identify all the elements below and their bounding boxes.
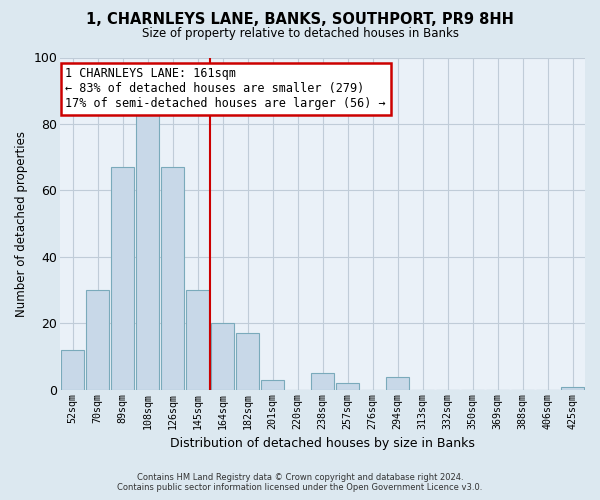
- Bar: [337, 383, 359, 390]
- Text: 1, CHARNLEYS LANE, BANKS, SOUTHPORT, PR9 8HH: 1, CHARNLEYS LANE, BANKS, SOUTHPORT, PR9…: [86, 12, 514, 28]
- Bar: [561, 386, 584, 390]
- Text: 1 CHARNLEYS LANE: 161sqm
← 83% of detached houses are smaller (279)
17% of semi-: 1 CHARNLEYS LANE: 161sqm ← 83% of detach…: [65, 68, 386, 110]
- Bar: [386, 376, 409, 390]
- Bar: [236, 334, 259, 390]
- Y-axis label: Number of detached properties: Number of detached properties: [15, 130, 28, 316]
- Bar: [112, 167, 134, 390]
- Bar: [86, 290, 109, 390]
- Bar: [211, 324, 234, 390]
- Bar: [311, 374, 334, 390]
- Bar: [262, 380, 284, 390]
- X-axis label: Distribution of detached houses by size in Banks: Distribution of detached houses by size …: [170, 437, 475, 450]
- Bar: [161, 167, 184, 390]
- Bar: [136, 110, 159, 390]
- Bar: [187, 290, 209, 390]
- Text: Contains HM Land Registry data © Crown copyright and database right 2024.
Contai: Contains HM Land Registry data © Crown c…: [118, 473, 482, 492]
- Bar: [61, 350, 84, 390]
- Text: Size of property relative to detached houses in Banks: Size of property relative to detached ho…: [142, 28, 458, 40]
